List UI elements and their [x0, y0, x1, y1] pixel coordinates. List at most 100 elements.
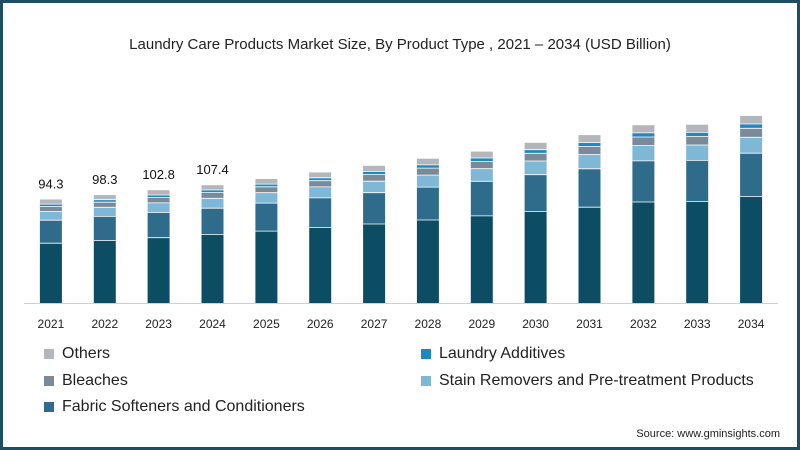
bar-2023-detergents	[147, 237, 170, 303]
bar-2021-bleaches	[39, 206, 62, 212]
bar-2023-laundry-additives	[147, 195, 170, 198]
bar-2029-bleaches	[470, 161, 493, 169]
bar-2032-bleaches	[632, 137, 655, 146]
bar-2028-detergents	[416, 220, 439, 303]
x-tick-label-2026: 2026	[307, 317, 334, 331]
bar-2022-laundry-additives	[93, 199, 116, 203]
bar-2027-stain-removers-and-pre-treatment-products	[363, 181, 386, 193]
bar-2031-others	[578, 135, 601, 143]
x-tick-label-2025: 2025	[253, 317, 280, 331]
bar-2031-detergents	[578, 207, 601, 303]
x-tick-label-2030: 2030	[522, 317, 549, 331]
bar-2029-fabric-softeners-and-conditioners	[470, 181, 493, 216]
bar-2029-detergents	[470, 215, 493, 303]
chart-title: Laundry Care Products Market Size, By Pr…	[129, 36, 671, 53]
x-tick-label-2028: 2028	[415, 317, 442, 331]
bar-2034-others	[740, 115, 763, 124]
bar-2025-stain-removers-and-pre-treatment-products	[255, 192, 278, 204]
bar-2032-others	[632, 125, 655, 133]
bar-2026-bleaches	[309, 180, 332, 187]
bar-2025-others	[255, 179, 278, 184]
bar-2030-bleaches	[524, 153, 547, 161]
bar-2030-detergents	[524, 211, 547, 303]
x-tick-label-2031: 2031	[576, 317, 603, 331]
bar-2025-bleaches	[255, 186, 278, 193]
bar-2031-stain-removers-and-pre-treatment-products	[578, 154, 601, 169]
bar-2029-laundry-additives	[470, 158, 493, 162]
bar-2024-others	[201, 185, 224, 190]
bar-2023-fabric-softeners-and-conditioners	[147, 212, 170, 238]
bar-2027-fabric-softeners-and-conditioners	[363, 192, 386, 224]
bar-2026-detergents	[309, 227, 332, 303]
bar-2021-fabric-softeners-and-conditioners	[39, 220, 62, 244]
bar-2031-fabric-softeners-and-conditioners	[578, 168, 601, 208]
bar-2030-others	[524, 142, 547, 150]
bar-2027-detergents	[363, 224, 386, 303]
bar-2022-others	[93, 195, 116, 200]
x-tick-label-2034: 2034	[738, 317, 765, 331]
bar-2024-stain-removers-and-pre-treatment-products	[201, 198, 224, 209]
bar-2034-fabric-softeners-and-conditioners	[740, 153, 763, 197]
x-tick-label-2032: 2032	[630, 317, 657, 331]
bar-2026-others	[309, 172, 332, 178]
bar-2034-detergents	[740, 196, 763, 303]
bar-2031-bleaches	[578, 146, 601, 155]
bar-2032-laundry-additives	[632, 132, 655, 137]
data-label-2022: 98.3	[92, 172, 117, 187]
bar-2028-others	[416, 158, 439, 165]
bar-2030-fabric-softeners-and-conditioners	[524, 174, 547, 212]
bar-2028-bleaches	[416, 168, 439, 175]
bar-2026-laundry-additives	[309, 177, 332, 181]
data-label-2023: 102.8	[142, 167, 175, 182]
bar-2034-bleaches	[740, 128, 763, 138]
data-label-2024: 107.4	[196, 162, 229, 177]
x-tick-label-2029: 2029	[468, 317, 495, 331]
bar-2033-others	[686, 124, 709, 133]
bar-2029-others	[470, 151, 493, 159]
bar-2028-stain-removers-and-pre-treatment-products	[416, 175, 439, 188]
bar-2021-stain-removers-and-pre-treatment-products	[39, 211, 62, 221]
bar-2030-stain-removers-and-pre-treatment-products	[524, 161, 547, 175]
bar-2025-detergents	[255, 231, 278, 303]
bar-2022-detergents	[93, 240, 116, 303]
bar-2028-fabric-softeners-and-conditioners	[416, 187, 439, 220]
bar-2032-stain-removers-and-pre-treatment-products	[632, 145, 655, 161]
bar-2022-stain-removers-and-pre-treatment-products	[93, 207, 116, 217]
bar-2033-detergents	[686, 201, 709, 303]
bar-2030-laundry-additives	[524, 149, 547, 154]
bar-2022-bleaches	[93, 202, 116, 208]
bar-2024-laundry-additives	[201, 190, 224, 193]
x-tick-label-2024: 2024	[199, 317, 226, 331]
bar-2034-laundry-additives	[740, 124, 763, 129]
bar-2034-stain-removers-and-pre-treatment-products	[740, 137, 763, 154]
bar-2025-laundry-additives	[255, 184, 278, 187]
bar-2023-stain-removers-and-pre-treatment-products	[147, 202, 170, 213]
data-label-2021: 94.3	[38, 177, 63, 192]
bar-2022-fabric-softeners-and-conditioners	[93, 216, 116, 241]
bar-2027-others	[363, 165, 386, 172]
bar-2033-laundry-additives	[686, 132, 709, 137]
bar-2027-laundry-additives	[363, 171, 386, 175]
bar-2024-detergents	[201, 234, 224, 303]
bar-2026-stain-removers-and-pre-treatment-products	[309, 186, 332, 198]
bar-2028-laundry-additives	[416, 164, 439, 169]
x-tick-label-2023: 2023	[145, 317, 172, 331]
bar-2027-bleaches	[363, 174, 386, 182]
bar-2021-detergents	[39, 243, 62, 303]
bar-2021-laundry-additives	[39, 204, 62, 207]
bar-2025-fabric-softeners-and-conditioners	[255, 203, 278, 232]
x-tick-label-2021: 2021	[38, 317, 65, 331]
bar-2024-bleaches	[201, 192, 224, 199]
bar-2031-laundry-additives	[578, 142, 601, 147]
x-tick-label-2022: 2022	[91, 317, 118, 331]
bar-2021-others	[39, 199, 62, 205]
bar-2026-fabric-softeners-and-conditioners	[309, 197, 332, 228]
bar-2033-stain-removers-and-pre-treatment-products	[686, 145, 709, 161]
bar-2029-stain-removers-and-pre-treatment-products	[470, 168, 493, 182]
x-tick-label-2033: 2033	[684, 317, 711, 331]
bar-2033-fabric-softeners-and-conditioners	[686, 160, 709, 202]
bar-2032-fabric-softeners-and-conditioners	[632, 160, 655, 202]
bar-2024-fabric-softeners-and-conditioners	[201, 208, 224, 235]
